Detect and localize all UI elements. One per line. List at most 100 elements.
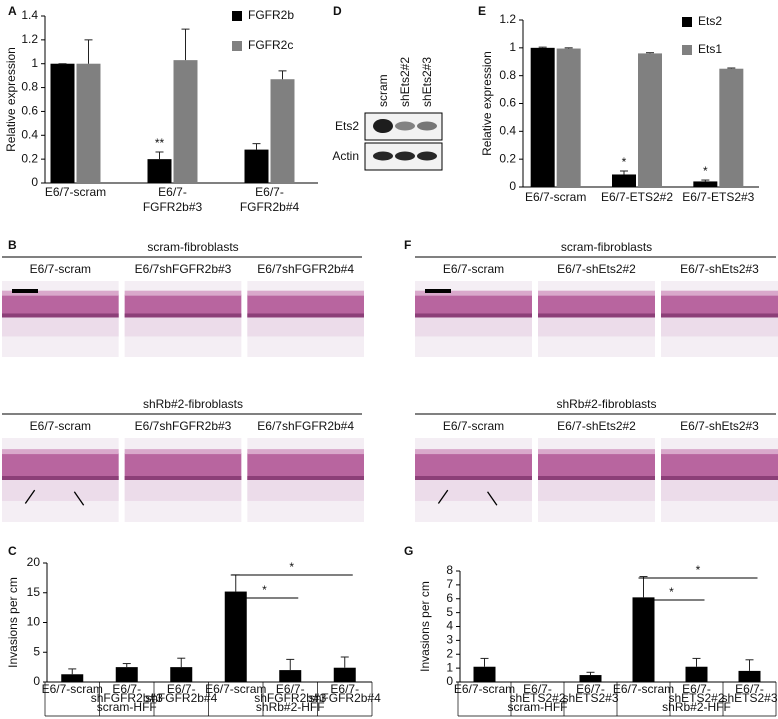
tissue-basal	[415, 476, 532, 480]
y-axis-label: Relative expression	[480, 51, 494, 156]
bar	[693, 181, 718, 187]
error-bar	[538, 46, 547, 48]
x-tick-label: E6/7-ETS2#3	[682, 190, 754, 204]
error-bar	[646, 52, 654, 54]
error-bar	[727, 67, 736, 69]
group-label: shRb#2-HFF	[662, 700, 731, 714]
tissue-dermis	[661, 317, 778, 337]
tissue-basal	[124, 313, 242, 318]
tissue-basal	[538, 476, 655, 480]
x-tick-label: E6/7-scram	[613, 682, 674, 696]
image-label: E6/7shFGFR2b#4	[257, 262, 354, 276]
x-tick-label: E6/7-	[330, 682, 359, 696]
tissue-basal	[2, 476, 119, 480]
y-tick-label: 5	[33, 644, 40, 658]
panel-letter: E	[478, 4, 486, 18]
image-label: E6/7-scram	[443, 419, 504, 433]
tissue-dermis	[415, 317, 532, 337]
tissue-surface	[415, 290, 532, 296]
bar	[173, 60, 198, 184]
error-bar	[340, 656, 349, 668]
annotation: *	[622, 155, 627, 169]
legend-swatch	[682, 45, 692, 55]
blot-band	[395, 121, 415, 131]
x-tick-label: E6/7-scram	[205, 682, 266, 696]
x-tick-label: E6/7-	[576, 682, 605, 696]
blot-band	[395, 151, 415, 161]
y-tick-label: 1	[446, 660, 453, 674]
x-tick-label: E6/7-ETS2#2	[601, 190, 673, 204]
annotation: *	[703, 164, 708, 178]
x-tick-label: E6/7-scram	[45, 185, 106, 199]
tissue-basal	[538, 313, 655, 318]
error-bar	[181, 28, 190, 61]
y-tick-label: 0.2	[21, 151, 38, 165]
tissue-dermis	[538, 317, 655, 337]
tissue-dermis	[124, 480, 242, 501]
tissue-epithelium	[415, 294, 532, 318]
y-tick-label: 1	[509, 40, 516, 54]
bar	[147, 159, 172, 183]
tissue-surface	[538, 449, 655, 455]
y-tick-label: 1.4	[21, 8, 38, 22]
y-tick-label: 0.8	[21, 80, 38, 94]
section-title: scram-fibroblasts	[561, 240, 652, 254]
panel-letter: C	[8, 544, 17, 558]
x-tick-label: shFGFR2b#4	[145, 691, 217, 705]
tissue-basal	[661, 313, 778, 318]
y-tick-label: 7	[446, 577, 453, 591]
tissue-dermis	[2, 480, 119, 501]
image-label: E6/7-shEts2#3	[680, 419, 759, 433]
tissue-basal	[124, 476, 242, 480]
tissue-basal	[415, 313, 532, 318]
significance-label: *	[262, 583, 267, 597]
y-tick-label: 15	[27, 585, 41, 599]
x-tick-label: E6/7-	[167, 682, 196, 696]
image-label: E6/7-scram	[30, 419, 91, 433]
tissue-epithelium	[124, 453, 242, 480]
y-axis-label: Invasions per cm	[6, 577, 20, 668]
annotation: **	[155, 136, 165, 150]
error-bar	[122, 663, 131, 668]
legend-swatch	[682, 17, 692, 27]
bar	[579, 675, 602, 682]
bar	[270, 79, 295, 183]
error-bar	[480, 657, 489, 667]
error-bar	[639, 576, 648, 598]
x-tick-label: shFGFR2b#4	[309, 691, 381, 705]
y-tick-label: 0	[33, 674, 40, 688]
x-tick-label: shETS2#3	[721, 691, 777, 705]
error-bar	[68, 668, 77, 675]
bar	[632, 597, 655, 682]
tissue-dermis	[124, 317, 242, 337]
y-tick-label: 1.2	[21, 32, 38, 46]
error-bar	[84, 39, 93, 64]
error-bar	[745, 659, 754, 671]
panel-letter: G	[404, 544, 413, 558]
bar	[719, 68, 744, 187]
tissue-surface	[538, 290, 655, 296]
tissue-dermis	[538, 480, 655, 501]
panel-letter: F	[404, 238, 411, 252]
error-bar	[620, 170, 628, 175]
x-tick-label: shETS2#2	[509, 691, 565, 705]
bar	[685, 666, 708, 682]
y-tick-label: 0.4	[499, 124, 516, 138]
y-tick-label: 8	[446, 563, 453, 577]
tissue-epithelium	[538, 453, 655, 480]
bar	[76, 63, 101, 183]
bar	[244, 149, 269, 183]
lane-label: shEts2#3	[420, 57, 434, 107]
tissue-surface	[415, 449, 532, 455]
bar	[612, 174, 636, 187]
legend-swatch	[232, 11, 242, 21]
tissue-basal	[661, 476, 778, 480]
x-tick-label: shFGFR2b#3	[91, 691, 163, 705]
tissue-basal	[247, 313, 364, 318]
section-title: shRb#2-fibroblasts	[556, 397, 656, 411]
image-label: E6/7-shEts2#3	[680, 262, 759, 276]
group-label: shRb#2-HFF	[256, 700, 325, 714]
tissue-epithelium	[661, 294, 778, 318]
y-tick-label: 10	[27, 615, 41, 629]
bar	[50, 63, 75, 183]
